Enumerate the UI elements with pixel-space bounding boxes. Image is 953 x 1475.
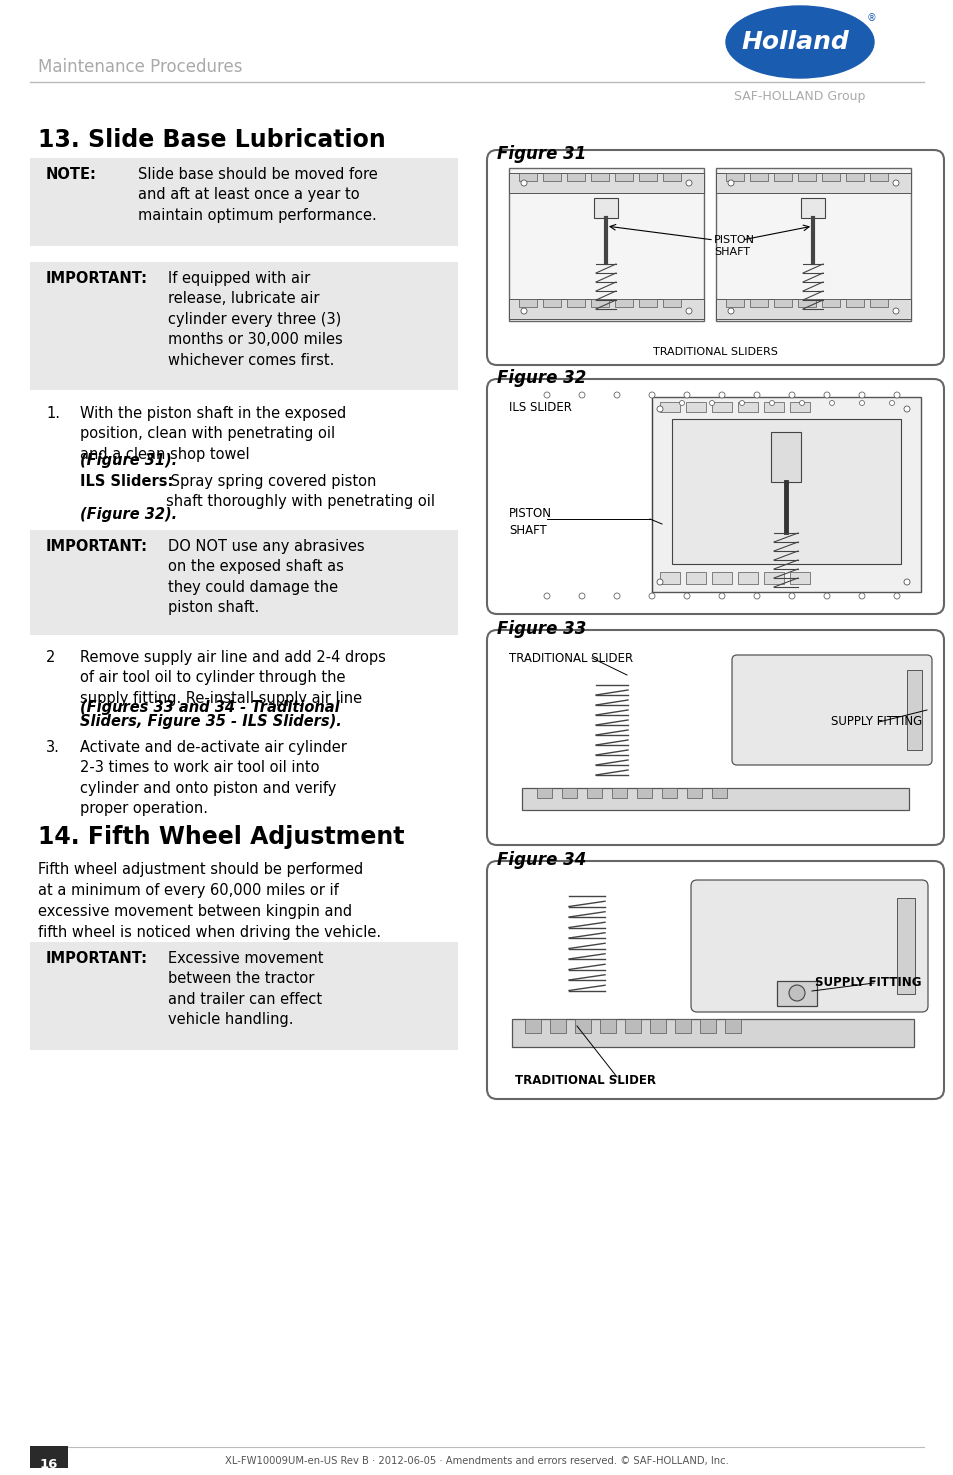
Bar — [671, 419, 900, 563]
Circle shape — [683, 392, 689, 398]
Text: TRADITIONAL SLIDERS: TRADITIONAL SLIDERS — [652, 347, 777, 357]
Text: Figure 34: Figure 34 — [497, 851, 586, 869]
Circle shape — [739, 401, 743, 406]
Bar — [789, 403, 809, 412]
Bar — [624, 1019, 640, 1032]
Bar — [639, 173, 657, 181]
Text: PISTON
SHAFT: PISTON SHAFT — [509, 507, 552, 537]
Text: ILS Sliders:: ILS Sliders: — [80, 473, 173, 490]
Bar — [773, 299, 791, 307]
Bar — [711, 403, 731, 412]
Bar — [725, 173, 743, 181]
FancyBboxPatch shape — [731, 655, 931, 766]
Circle shape — [753, 593, 760, 599]
Bar — [686, 788, 701, 798]
Text: 14. Fifth Wheel Adjustment: 14. Fifth Wheel Adjustment — [38, 825, 404, 850]
Bar — [711, 572, 731, 584]
Circle shape — [828, 401, 834, 406]
Text: PISTON
SHAFT: PISTON SHAFT — [713, 235, 754, 258]
Circle shape — [903, 580, 909, 586]
Bar — [612, 788, 626, 798]
Circle shape — [893, 593, 899, 599]
Circle shape — [823, 593, 829, 599]
Bar — [509, 299, 703, 319]
Bar — [716, 168, 910, 322]
Bar — [797, 173, 815, 181]
Bar — [896, 898, 914, 994]
Bar — [711, 788, 726, 798]
Circle shape — [709, 401, 714, 406]
Circle shape — [520, 308, 526, 314]
Text: Figure 33: Figure 33 — [497, 620, 586, 639]
Bar — [773, 173, 791, 181]
Text: Sliders, Figure 35 - ILS Sliders).: Sliders, Figure 35 - ILS Sliders). — [80, 714, 341, 729]
Text: 16: 16 — [40, 1457, 58, 1471]
Text: IMPORTANT:: IMPORTANT: — [46, 951, 148, 966]
Text: XL-FW10009UM-en-US Rev B · 2012-06-05 · Amendments and errors reserved. © SAF-HO: XL-FW10009UM-en-US Rev B · 2012-06-05 · … — [225, 1456, 728, 1466]
Bar — [869, 299, 887, 307]
Bar — [566, 173, 584, 181]
FancyBboxPatch shape — [486, 150, 943, 364]
Circle shape — [685, 308, 691, 314]
Text: Fifth wheel adjustment should be performed
at a minimum of every 60,000 miles or: Fifth wheel adjustment should be perform… — [38, 861, 381, 940]
Circle shape — [520, 180, 526, 186]
Bar — [797, 299, 815, 307]
Bar — [521, 788, 908, 810]
Circle shape — [657, 580, 662, 586]
Bar — [685, 403, 705, 412]
Circle shape — [719, 593, 724, 599]
Bar — [724, 1019, 740, 1032]
Text: TRADITIONAL SLIDER: TRADITIONAL SLIDER — [515, 1074, 656, 1087]
Bar — [518, 299, 537, 307]
Text: If equipped with air
release, lubricate air
cylinder every three (3)
months or 3: If equipped with air release, lubricate … — [168, 271, 342, 367]
Text: SAF-HOLLAND Group: SAF-HOLLAND Group — [734, 90, 864, 103]
Text: Figure 31: Figure 31 — [497, 145, 586, 164]
Bar — [615, 299, 633, 307]
Bar — [763, 572, 783, 584]
Bar — [749, 173, 767, 181]
Circle shape — [858, 392, 864, 398]
Circle shape — [799, 401, 803, 406]
Bar — [738, 572, 758, 584]
Text: 13. Slide Base Lubrication: 13. Slide Base Lubrication — [38, 128, 385, 152]
Bar — [639, 299, 657, 307]
Bar — [518, 173, 537, 181]
Circle shape — [788, 593, 794, 599]
Bar — [637, 788, 651, 798]
Bar — [651, 397, 920, 591]
Bar — [763, 403, 783, 412]
Bar — [512, 1019, 913, 1047]
Circle shape — [892, 180, 898, 186]
Bar — [801, 198, 824, 218]
Bar — [599, 1019, 616, 1032]
Circle shape — [543, 392, 550, 398]
Bar — [575, 1019, 590, 1032]
Bar — [821, 173, 840, 181]
Bar — [561, 788, 577, 798]
Text: 2: 2 — [46, 650, 55, 665]
Bar — [509, 168, 703, 322]
Circle shape — [614, 392, 619, 398]
Bar — [869, 173, 887, 181]
Text: (Figure 32).: (Figure 32). — [80, 507, 177, 522]
Bar — [550, 1019, 565, 1032]
FancyBboxPatch shape — [30, 943, 457, 1050]
Bar — [615, 173, 633, 181]
Circle shape — [788, 392, 794, 398]
Bar — [649, 1019, 665, 1032]
Bar — [659, 403, 679, 412]
Bar — [700, 1019, 716, 1032]
Circle shape — [578, 392, 584, 398]
Circle shape — [683, 593, 689, 599]
Bar — [716, 299, 910, 319]
Text: With the piston shaft in the exposed
position, clean with penetrating oil
and a : With the piston shaft in the exposed pos… — [80, 406, 346, 462]
Bar — [770, 432, 801, 482]
Text: 1.: 1. — [46, 406, 60, 420]
Bar — [586, 788, 601, 798]
Text: 3.: 3. — [46, 740, 60, 755]
Bar — [821, 299, 840, 307]
Circle shape — [769, 401, 774, 406]
Bar — [716, 173, 910, 193]
Circle shape — [719, 392, 724, 398]
Circle shape — [859, 401, 863, 406]
